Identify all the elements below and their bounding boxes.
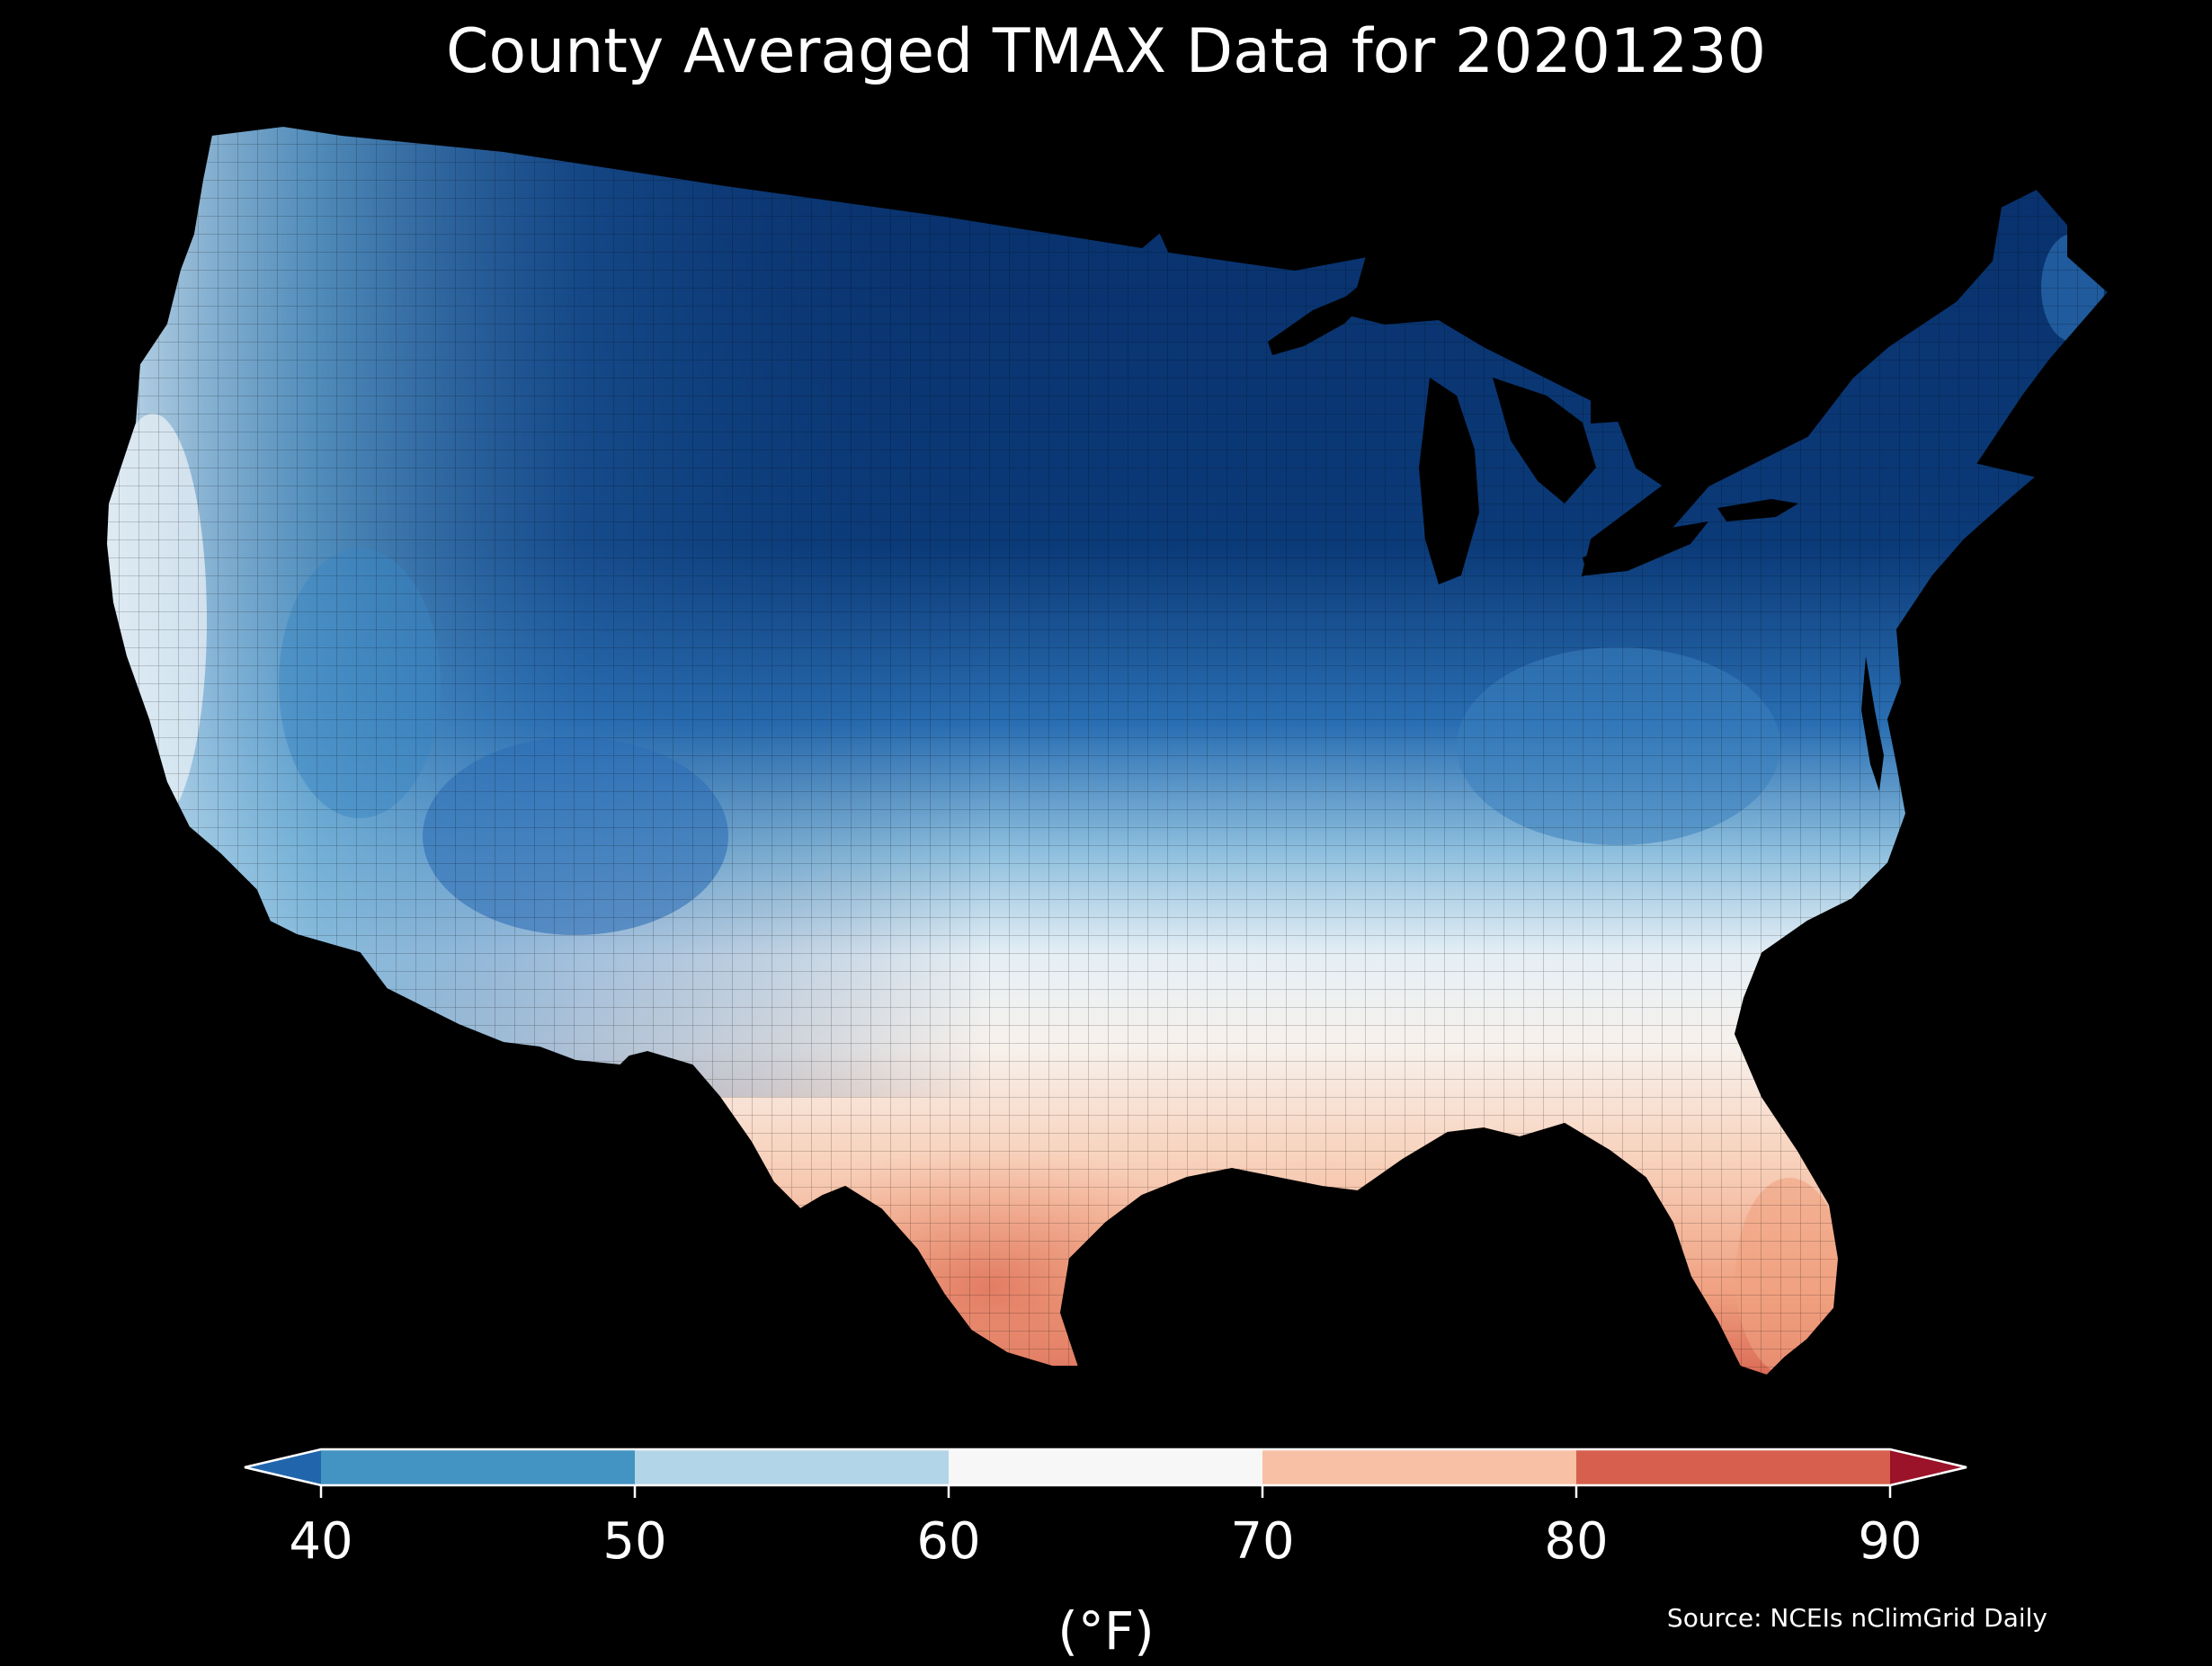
lake-superior: [1268, 270, 1385, 355]
lake-ontario: [1717, 499, 1798, 521]
colorbar-bin-60-70: [949, 1449, 1263, 1485]
lake-huron: [1493, 378, 1596, 503]
colorbar-bin-50-60: [635, 1449, 950, 1485]
us-county-choropleth: [106, 126, 2109, 1376]
chesapeake-bay: [1861, 656, 1884, 791]
colorbar-tick-label: 90: [1858, 1512, 1922, 1571]
map-title: County Averaged TMAX Data for 20201230: [446, 16, 1766, 87]
colorbar-unit-label: (°F): [1057, 1600, 1155, 1662]
lake-erie: [1583, 521, 1708, 575]
colorbar-tick-label: 70: [1230, 1512, 1295, 1571]
colorbar-tick-label: 40: [289, 1512, 353, 1571]
colorbar-extend-low: [245, 1449, 321, 1485]
colorbar-tick-label: 60: [916, 1512, 981, 1571]
colorbar: [244, 1448, 1967, 1498]
great-lakes: [1268, 270, 1798, 584]
colorbar-extend-high: [1890, 1449, 1967, 1485]
colorbar-bin-70-80: [1262, 1449, 1577, 1485]
source-credit: Source: NCEIs nClimGrid Daily: [1666, 1603, 2047, 1633]
colorbar-bin-40-50: [321, 1449, 636, 1485]
colorbar-tick-label: 50: [602, 1512, 667, 1571]
colorbar-tick-label: 80: [1544, 1512, 1609, 1571]
lake-michigan: [1419, 378, 1479, 584]
colorbar-bin-80-90: [1576, 1449, 1891, 1485]
